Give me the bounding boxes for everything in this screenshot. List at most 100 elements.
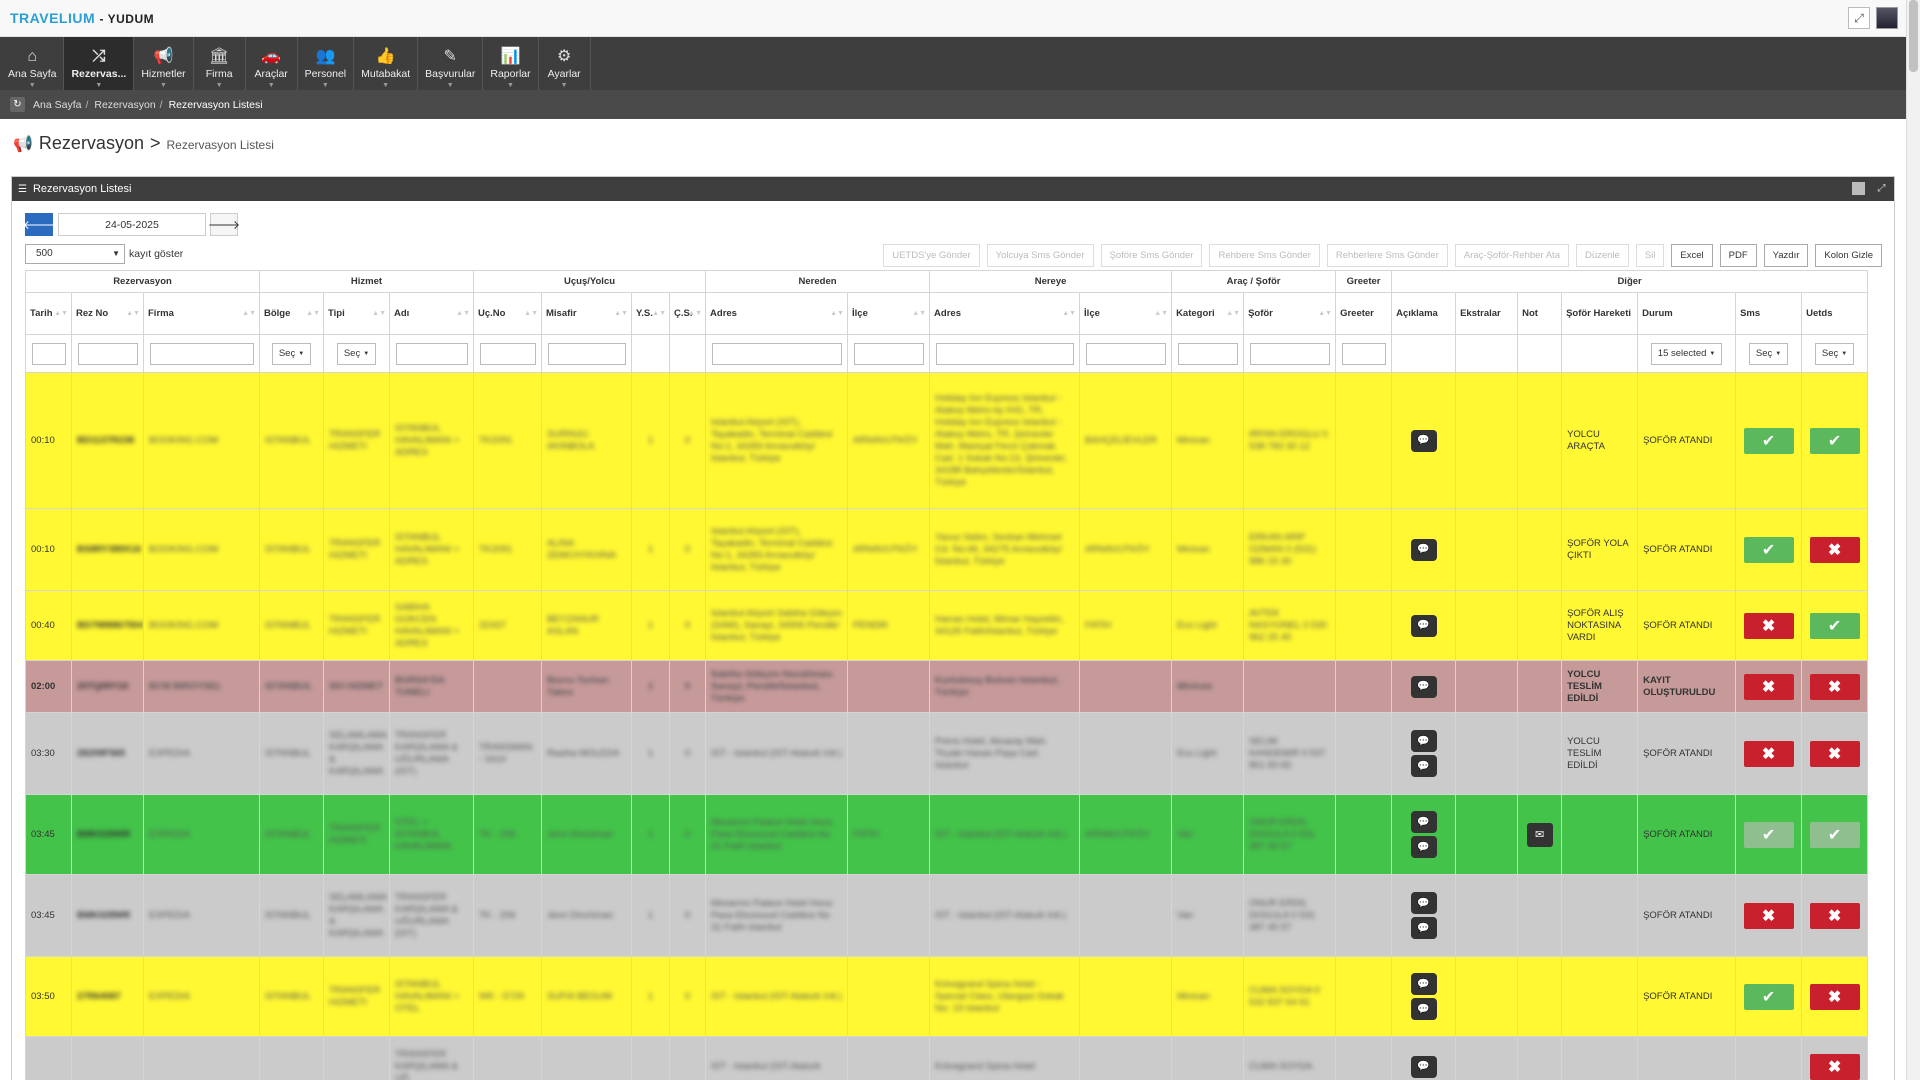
avatar[interactable] — [1876, 7, 1898, 29]
nav-item-8[interactable]: 📊 Raporlar ▼ — [483, 37, 539, 90]
prev-day-button[interactable]: 🡐 — [23, 213, 55, 236]
column-filter-input[interactable] — [479, 342, 536, 365]
column-header[interactable]: Tipi ▲▼ — [323, 292, 390, 335]
column-header[interactable]: Açıklama — [1391, 292, 1457, 335]
nav-item-5[interactable]: 👥 Personel ▼ — [298, 37, 355, 90]
app-logo[interactable]: TRAVELIUM - YUDUM — [10, 10, 154, 26]
column-header[interactable]: Misafir ▲▼ — [541, 292, 632, 335]
column-filter-input[interactable] — [1085, 342, 1166, 365]
comment-icon[interactable]: 💬 — [1410, 614, 1437, 637]
breadcrumb-rezervasyon[interactable]: Rezervasyon — [94, 98, 156, 111]
column-header[interactable]: Adı ▲▼ — [389, 292, 474, 335]
refresh-icon[interactable]: ↻ — [10, 97, 25, 112]
column-filter-input[interactable] — [1177, 342, 1238, 365]
sort-icon[interactable]: ▲▼ — [830, 310, 845, 317]
column-filter-input[interactable] — [853, 342, 924, 365]
nav-item-3[interactable]: 🏛 Firma ▼ — [194, 37, 246, 90]
column-filter-input[interactable] — [547, 342, 626, 365]
action-button-11[interactable]: Kolon Gizle — [1815, 244, 1882, 267]
action-button-8[interactable]: Excel — [1671, 244, 1713, 267]
scrollbar[interactable] — [1906, 0, 1920, 1080]
sort-icon[interactable]: ▲▼ — [54, 310, 68, 317]
status-filter-select[interactable]: 15 selected ▼ — [1650, 342, 1723, 365]
check-icon[interactable]: ✔ — [1743, 983, 1794, 1010]
sort-icon[interactable]: ▲▼ — [1226, 310, 1241, 317]
check-icon[interactable]: ✔ — [1743, 536, 1794, 563]
action-button-6[interactable]: Düzenle — [1575, 244, 1629, 267]
column-header[interactable]: Uç.No ▲▼ — [473, 292, 542, 335]
column-filter-input[interactable] — [149, 342, 254, 365]
column-filter-input[interactable] — [711, 342, 842, 365]
scrollbar-thumb[interactable] — [1909, 0, 1918, 72]
close-icon[interactable]: ✖ — [1809, 1053, 1860, 1080]
nav-item-4[interactable]: 🚗 Araçlar ▼ — [246, 37, 298, 90]
close-icon[interactable]: ✖ — [1743, 673, 1794, 700]
column-header[interactable]: Rez No ▲▼ — [71, 292, 144, 335]
column-filter-input[interactable] — [935, 342, 1074, 365]
comment-icon[interactable]: 💬 — [1410, 811, 1437, 833]
action-button-0[interactable]: UETDS'ye Gönder — [883, 244, 980, 267]
column-header[interactable]: Y.S. ▲▼ — [631, 292, 670, 335]
table-row[interactable]: 03:45 BMK028WR EXPEDIA ISTANBUL TRANSFER HIZ… — [25, 794, 1869, 875]
breadcrumb-home[interactable]: Ana Sayfa — [33, 98, 82, 111]
check-icon[interactable]: ✔ — [1743, 821, 1794, 848]
next-day-button[interactable]: 🡒 — [208, 213, 240, 236]
nav-item-7[interactable]: ✎ Başvurular ▼ — [418, 37, 484, 90]
sort-icon[interactable]: ▲▼ — [688, 310, 703, 317]
column-filter-select[interactable]: Seç ▼ — [1814, 342, 1855, 365]
sort-icon[interactable]: ▲▼ — [1318, 310, 1333, 317]
comment-icon[interactable]: 💬 — [1410, 429, 1437, 452]
column-filter-input[interactable] — [1249, 342, 1330, 365]
nav-item-2[interactable]: 📢 Hizmetler ▼ — [134, 37, 194, 90]
action-button-7[interactable]: Sil — [1635, 244, 1665, 267]
fullscreen-icon[interactable]: ⤢ — [1848, 7, 1870, 29]
action-button-5[interactable]: Araç-Şoför-Rehber Ata — [1454, 244, 1569, 267]
close-icon[interactable]: ✖ — [1809, 902, 1860, 929]
table-row[interactable]: 02:00 20TQ09Y10 BCM BIROYSEL ISTANBUL SKI HI… — [25, 660, 1869, 713]
comment-icon[interactable]: 💬 — [1410, 538, 1437, 561]
sort-icon[interactable]: ▲▼ — [652, 310, 666, 317]
column-filter-select[interactable]: Seç ▼ — [271, 342, 312, 365]
action-button-3[interactable]: Rehbere Sms Gönder — [1209, 244, 1320, 267]
column-header[interactable]: Sms — [1735, 292, 1803, 335]
column-filter-input[interactable] — [395, 342, 468, 365]
column-header[interactable]: Not — [1517, 292, 1563, 335]
comment-icon[interactable]: 💬 — [1410, 973, 1437, 995]
table-row[interactable]: 00:10 BS8RY389X16 BOOKING.COM ISTANBUL TRANS… — [25, 508, 1869, 591]
action-button-4[interactable]: Rehberlere Sms Gönder — [1326, 244, 1448, 267]
table-row[interactable]: 03:45 BMK028WR EXPEDIA ISTANBUL SELAMLAMA KA… — [25, 874, 1869, 957]
column-header[interactable]: Durum — [1637, 292, 1737, 335]
close-icon[interactable]: ✖ — [1809, 536, 1860, 563]
nav-item-1[interactable]: ⤮ Rezervas... ▼ — [64, 37, 135, 90]
column-header[interactable]: Adres ▲▼ — [929, 292, 1081, 335]
column-header[interactable]: Şoför Hareketi — [1561, 292, 1639, 335]
close-icon[interactable]: ✖ — [1743, 612, 1794, 639]
check-icon[interactable]: ✔ — [1809, 821, 1860, 848]
nav-item-0[interactable]: ⌂ Ana Sayfa ▼ — [1, 37, 65, 90]
comment-icon[interactable]: 💬 — [1410, 1055, 1437, 1078]
column-filter-input[interactable] — [77, 342, 138, 365]
column-header[interactable]: Bölge ▲▼ — [259, 292, 324, 335]
date-input[interactable] — [58, 213, 206, 236]
sort-icon[interactable]: ▲▼ — [614, 310, 628, 317]
table-row[interactable]: 00:40 BD7988867504 BOOKING.COM ISTANBUL TRAN… — [25, 590, 1869, 661]
column-header[interactable]: Şoför ▲▼ — [1243, 292, 1337, 335]
close-icon[interactable]: ✖ — [1809, 673, 1860, 700]
sort-icon[interactable]: ▲▼ — [912, 310, 927, 317]
close-icon[interactable]: ✖ — [1809, 983, 1860, 1010]
action-button-9[interactable]: PDF — [1719, 244, 1757, 267]
nav-item-9[interactable]: ⚙ Ayarlar ▼ — [539, 37, 591, 90]
action-button-2[interactable]: Şoföre Sms Gönder — [1100, 244, 1203, 267]
comment-icon[interactable]: 💬 — [1410, 675, 1437, 698]
close-icon[interactable]: ✖ — [1809, 740, 1860, 767]
column-filter-select[interactable]: Seç ▼ — [1748, 342, 1789, 365]
nav-item-6[interactable]: 👍 Mutabakat ▼ — [354, 37, 419, 90]
comment-icon[interactable]: 💬 — [1410, 730, 1437, 752]
column-header[interactable]: Ekstralar — [1455, 292, 1519, 335]
column-filter-select[interactable]: Seç ▼ — [336, 342, 377, 365]
collapse-icon[interactable] — [1852, 182, 1865, 195]
column-header[interactable]: İlçe ▲▼ — [1079, 292, 1173, 335]
column-filter-input[interactable] — [1341, 342, 1386, 365]
close-icon[interactable]: ✖ — [1743, 740, 1794, 767]
page-size-select[interactable]: 500 ▼ — [25, 244, 125, 264]
